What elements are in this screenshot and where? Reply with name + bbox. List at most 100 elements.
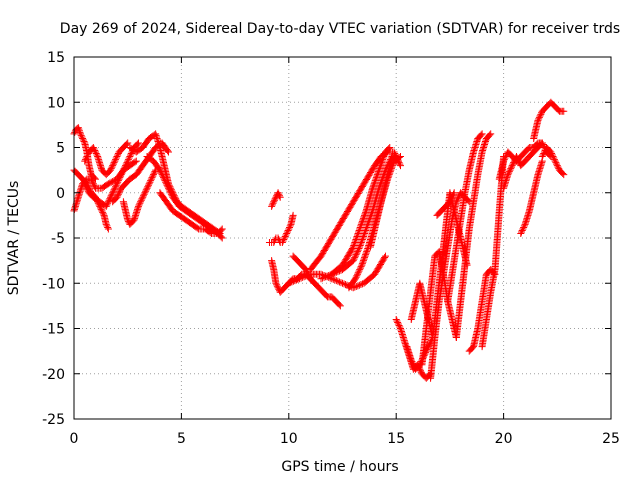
data-point-marker [339, 279, 346, 287]
series-arc-09 [143, 153, 226, 242]
data-point-marker [520, 222, 528, 230]
data-point-marker [275, 190, 283, 198]
data-point-marker [408, 358, 416, 366]
data-point-marker [160, 174, 167, 182]
data-point-marker [124, 216, 132, 224]
data-point-marker [125, 154, 133, 162]
data-point-marker [82, 154, 90, 162]
data-point-marker [77, 131, 85, 139]
data-point-marker [369, 183, 377, 191]
data-point-marker [355, 226, 363, 234]
data-point-marker [361, 210, 369, 218]
data-point-marker [93, 151, 101, 159]
data-point-marker [394, 157, 402, 165]
data-point-marker [79, 136, 87, 144]
data-point-marker [107, 193, 115, 201]
data-point-marker [161, 177, 169, 185]
data-point-marker [373, 172, 381, 180]
data-point-marker [515, 157, 523, 165]
y-tick-label: -20 [42, 367, 65, 383]
data-point-marker [139, 193, 147, 201]
data-point-marker [548, 151, 556, 159]
data-point-marker [354, 231, 362, 239]
data-point-marker [99, 208, 107, 216]
data-point-marker [407, 356, 415, 364]
data-point-marker [334, 268, 342, 276]
data-point-marker [297, 274, 305, 282]
data-point-marker [447, 195, 455, 203]
data-point-marker [518, 228, 525, 236]
data-point-marker [534, 116, 542, 124]
data-point-marker [140, 190, 148, 198]
data-point-marker [116, 174, 124, 182]
data-point-marker [124, 157, 132, 165]
data-point-marker [332, 268, 340, 276]
data-point-marker [362, 208, 370, 216]
data-point-marker [108, 163, 116, 171]
data-point-marker [378, 157, 386, 165]
data-point-marker [167, 190, 175, 198]
data-point-marker [106, 179, 114, 187]
data-point-marker [505, 168, 513, 176]
data-point-marker [286, 223, 294, 231]
data-point-marker [550, 154, 558, 162]
data-point-marker [520, 223, 528, 231]
x-tick-label: 10 [280, 431, 298, 447]
data-point-marker [507, 165, 515, 173]
data-point-marker [363, 248, 371, 256]
data-point-marker [114, 190, 122, 198]
data-point-marker [373, 171, 381, 179]
series-arc-33 [517, 157, 546, 237]
data-point-marker [477, 131, 485, 139]
data-point-marker [362, 249, 370, 257]
series-arc-28 [452, 130, 495, 342]
data-point-marker [363, 246, 371, 254]
data-point-marker [165, 184, 173, 192]
data-point-marker [272, 279, 280, 287]
data-point-marker [349, 257, 357, 265]
data-point-marker [285, 279, 293, 287]
data-point-marker [380, 153, 388, 161]
data-point-marker [131, 158, 139, 166]
data-point-marker [163, 181, 171, 189]
series-arc-26 [433, 189, 458, 219]
data-point-marker [353, 249, 361, 257]
series-arc-12 [265, 211, 297, 247]
data-point-marker [376, 163, 384, 171]
x-tick-label: 5 [177, 431, 186, 447]
data-point-marker [448, 193, 456, 201]
series-arc-34 [530, 98, 568, 142]
data-point-marker [114, 192, 122, 200]
data-point-marker [396, 160, 404, 168]
data-point-marker [120, 165, 128, 173]
data-point-marker [135, 201, 143, 209]
data-point-marker [560, 107, 568, 115]
data-point-marker [167, 189, 175, 197]
data-point-marker [110, 186, 118, 194]
data-point-marker [376, 165, 384, 173]
data-point-marker [83, 184, 91, 192]
data-point-marker [368, 208, 376, 216]
data-point-marker [446, 198, 454, 206]
data-point-marker [370, 181, 378, 189]
data-point-marker [273, 282, 281, 290]
data-point-marker [351, 252, 359, 260]
data-point-marker [104, 199, 112, 207]
data-point-marker [332, 277, 340, 285]
data-point-marker [317, 275, 325, 283]
data-point-marker [303, 271, 311, 279]
data-point-marker [107, 166, 115, 174]
data-point-marker [363, 223, 371, 231]
data-point-marker [357, 222, 365, 230]
y-tick-label: 5 [56, 141, 65, 157]
data-point-marker [107, 165, 115, 173]
data-point-marker [358, 260, 366, 268]
data-point-marker [158, 171, 166, 179]
data-point-marker [386, 144, 394, 151]
data-point-marker [323, 272, 331, 280]
data-point-marker [134, 202, 142, 210]
data-point-marker [372, 174, 380, 182]
data-point-marker [268, 202, 276, 210]
data-point-marker [149, 171, 157, 179]
